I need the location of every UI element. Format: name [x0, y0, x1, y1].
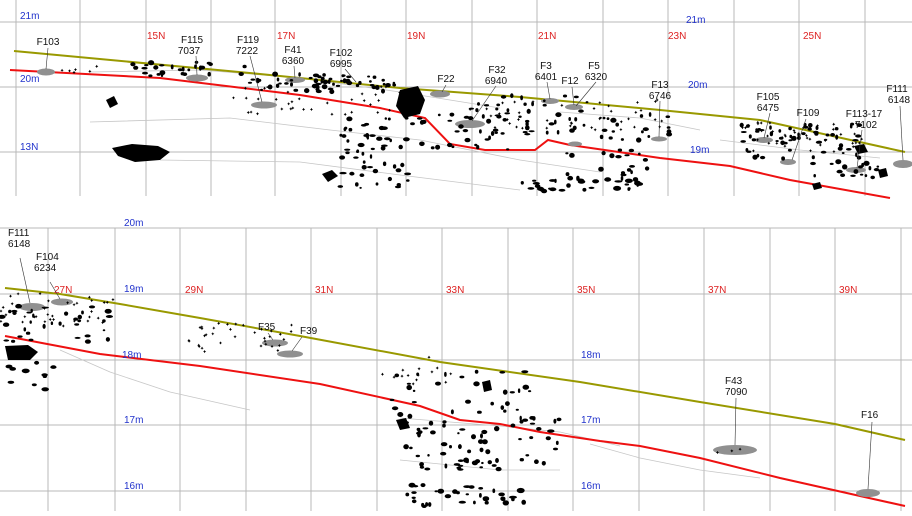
elevation-label: 20m: [20, 74, 39, 85]
feature-F39-pit: [277, 350, 303, 358]
lower-artifact-dots: [0, 303, 562, 508]
northing-label: 37N: [708, 285, 726, 296]
elevation-label: 21m: [20, 11, 39, 22]
feature-F103-pit: [37, 68, 55, 76]
feature-label-F35: F35: [258, 322, 276, 333]
feature-F16-pit: [856, 489, 880, 497]
feature-F13-pit: [651, 136, 667, 142]
feature-F43-pit: [713, 445, 757, 455]
elevation-label: 20m: [124, 218, 143, 229]
northing-label: 35N: [577, 285, 595, 296]
feature-label-F22: F22: [437, 74, 455, 85]
feature-F12-pit: [565, 104, 583, 110]
lower-panel: 27N 29N 31N 33N 35N 37N 39N 20m 19m 18m …: [0, 218, 912, 511]
elevation-label: 13N: [20, 142, 38, 153]
upper-artifact-stars: [60, 64, 864, 154]
feature-label-F105: F105 6475: [757, 92, 780, 114]
feature-F41-pit: [285, 77, 305, 83]
elevation-label: 18m: [122, 350, 141, 361]
feature-label-F12: F12: [561, 76, 579, 87]
feature-label-F43: F43 7090: [725, 376, 748, 398]
feature-label-F16: F16: [861, 410, 879, 421]
upper-large-stones: [106, 86, 888, 190]
feature-F111-pit: [19, 303, 45, 311]
elevation-label: 18m: [581, 350, 600, 361]
lower-large-stones: [5, 345, 492, 430]
northing-label: 21N: [538, 31, 556, 42]
feature-label-F104: F104 6234: [34, 252, 59, 274]
feature-F115-pit: [186, 74, 208, 82]
northing-label: 25N: [803, 31, 821, 42]
feature-label-F115: F115 7037: [178, 35, 204, 57]
elevation-label: 16m: [124, 481, 143, 492]
northing-label: 23N: [668, 31, 686, 42]
feature-label-F3: F3 6401: [535, 61, 558, 83]
feature-label-F119: F119 7222: [236, 35, 260, 57]
feature-F35-pit: [262, 339, 288, 347]
lower-elevation-labels: 20m 19m 18m 18m 17m 17m 16m 16m: [122, 218, 600, 492]
northing-label: 15N: [147, 31, 165, 42]
feature-label-F5: F5 6320: [585, 61, 608, 83]
upper-base-line: [9, 69, 891, 199]
feature-F111-pit: [893, 160, 912, 168]
northing-label: 39N: [839, 285, 857, 296]
elevation-label: 17m: [581, 415, 600, 426]
feature-label-F32: F32 6940: [485, 65, 508, 87]
feature-F105-pit: [755, 137, 773, 143]
feature-label-F41: F41 6360: [282, 45, 305, 67]
northing-label: 17N: [277, 31, 295, 42]
feature-label-F109: F109: [797, 108, 820, 119]
feature-F104-pit: [51, 298, 73, 306]
upper-artifact-dots: [130, 60, 880, 194]
elevation-label: 16m: [581, 481, 600, 492]
feature-F3-pit: [541, 98, 559, 104]
elevation-label: 19m: [690, 145, 709, 156]
lower-grid: [0, 227, 912, 511]
feature-label-F39: F39: [300, 326, 318, 337]
lower-surface-line: [4, 287, 906, 441]
upper-panel: 15N 17N 19N 21N 23N 25N 21m 20m 13N 21m …: [0, 0, 912, 199]
lower-leader-lines: [19, 257, 873, 490]
northing-label: 29N: [185, 285, 203, 296]
upper-northing-labels: 15N 17N 19N 21N 23N 25N: [147, 31, 821, 42]
feature-label-F111: F111 6148: [886, 84, 910, 106]
northing-label: 27N: [54, 285, 72, 296]
elevation-label: 20m: [688, 80, 707, 91]
feature-F119-pit: [251, 101, 277, 109]
feature-F5-pit: [568, 141, 582, 147]
elevation-label: 21m: [686, 15, 705, 26]
lower-northing-labels: 27N 29N 31N 33N 35N 37N 39N: [54, 285, 857, 296]
upper-feature-labels: F103 F115 7037 F119 7222 F41 6360 F102 6995 …: [37, 35, 911, 131]
lower-artifact-stars: [0, 291, 742, 455]
upper-elevation-labels: 21m 20m 13N 21m 20m 19m: [20, 11, 709, 156]
upper-surface-line: [13, 50, 906, 153]
feature-label-F102: F102 6995: [330, 48, 353, 70]
elevation-label: 17m: [124, 415, 143, 426]
lower-base-line: [4, 335, 906, 507]
elevation-label: 19m: [124, 284, 143, 295]
northing-label: 33N: [446, 285, 464, 296]
upper-leader-lines: [45, 47, 904, 169]
feature-label-F113-17: F113-17 7102: [846, 109, 883, 131]
lower-feature-labels: F111 6148 F104 6234 F35 F39 F43 7090 F16: [8, 228, 879, 421]
lower-feature-ellipses: [19, 298, 880, 497]
feature-F109-pit: [780, 159, 796, 165]
northing-label: 31N: [315, 285, 333, 296]
feature-label-F111: F111 6148: [8, 228, 31, 250]
northing-label: 19N: [407, 31, 425, 42]
feature-label-F103: F103: [37, 37, 60, 48]
feature-F22-pit: [430, 90, 450, 98]
feature-label-F13: F13 6746: [649, 80, 672, 102]
upper-feature-ellipses: [37, 68, 912, 173]
